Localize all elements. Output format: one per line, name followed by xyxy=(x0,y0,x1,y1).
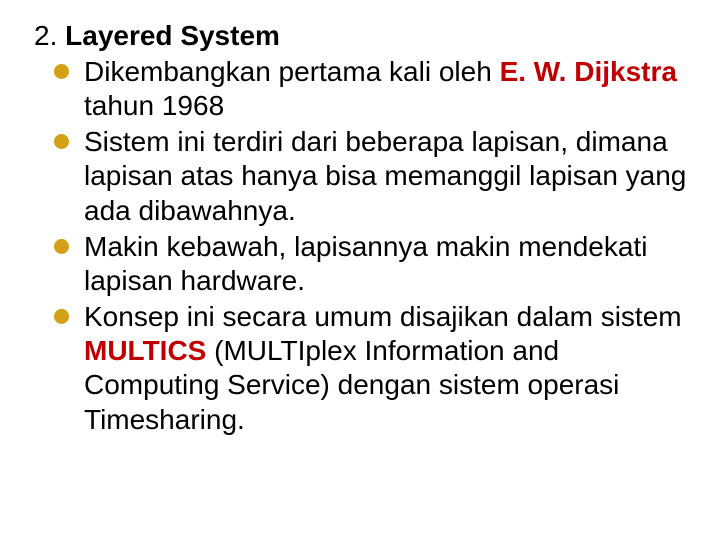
bullet-list: Dikembangkan pertama kali oleh E. W. Dij… xyxy=(28,55,692,437)
list-item: Dikembangkan pertama kali oleh E. W. Dij… xyxy=(46,55,692,123)
bullet-icon xyxy=(54,309,69,324)
heading-number: 2. xyxy=(34,20,65,51)
bullet-highlight: MULTICS xyxy=(84,335,206,366)
bullet-icon xyxy=(54,64,69,79)
bullet-text-pre: Sistem ini terdiri dari beberapa lapisan… xyxy=(84,126,686,225)
list-item: Makin kebawah, lapisannya makin mendekat… xyxy=(46,230,692,298)
section-heading: 2. Layered System xyxy=(28,18,692,53)
bullet-text-post: tahun 1968 xyxy=(84,90,224,121)
list-item: Sistem ini terdiri dari beberapa lapisan… xyxy=(46,125,692,227)
bullet-text-pre: Konsep ini secara umum disajikan dalam s… xyxy=(84,301,682,332)
heading-title: Layered System xyxy=(65,20,280,51)
bullet-text-pre: Makin kebawah, lapisannya makin mendekat… xyxy=(84,231,647,296)
bullet-text-pre: Dikembangkan pertama kali oleh xyxy=(84,56,500,87)
list-item: Konsep ini secara umum disajikan dalam s… xyxy=(46,300,692,437)
bullet-icon xyxy=(54,134,69,149)
bullet-highlight: E. W. Dijkstra xyxy=(500,56,677,87)
bullet-icon xyxy=(54,239,69,254)
